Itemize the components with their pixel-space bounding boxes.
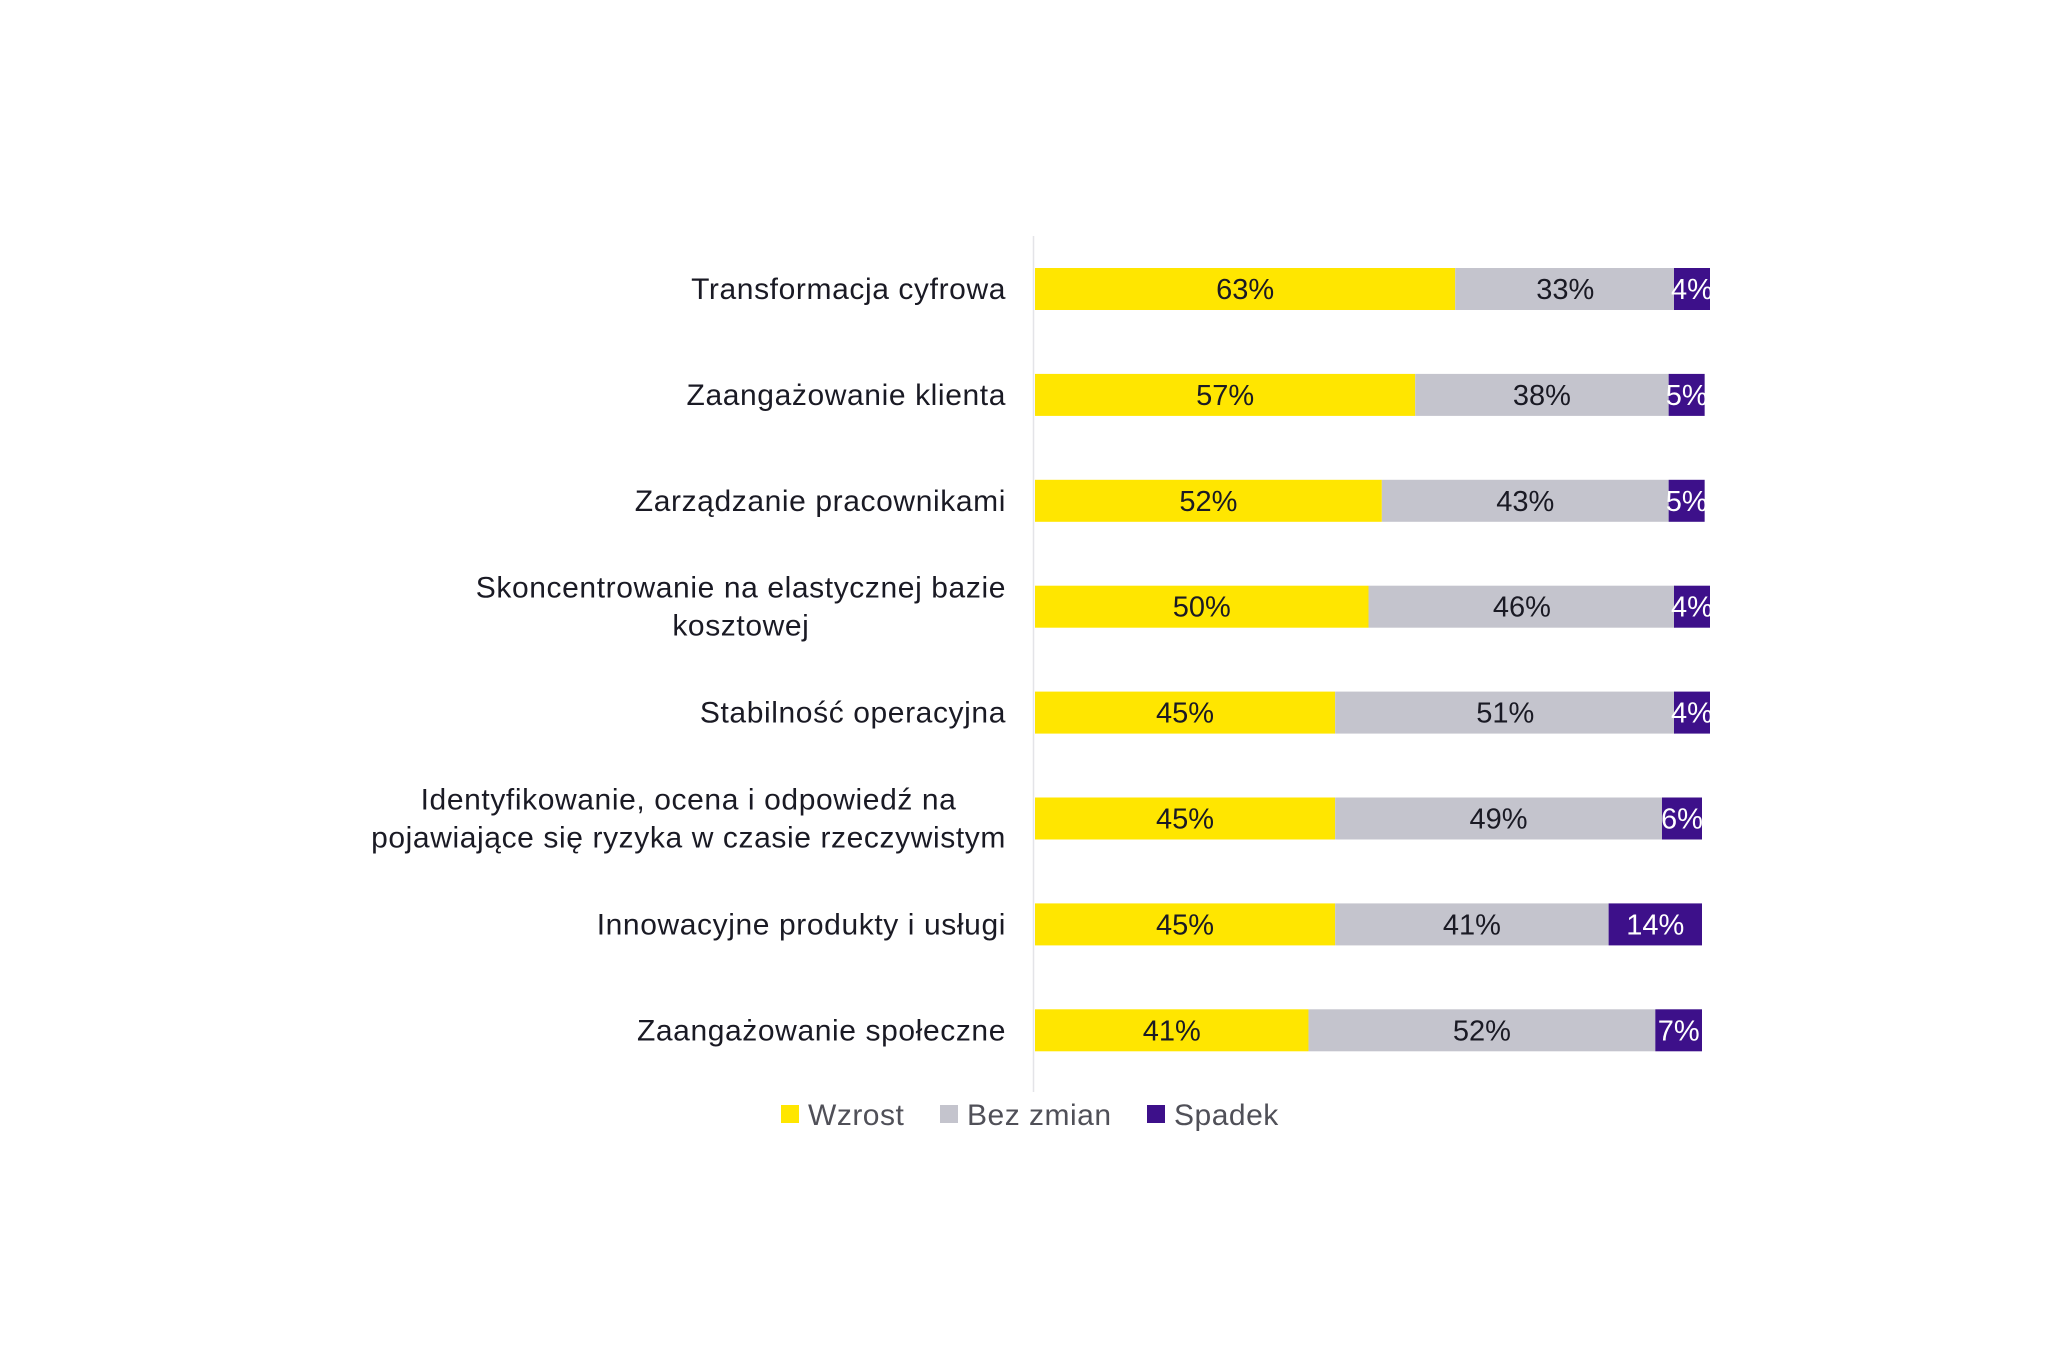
data-label: 50% bbox=[1173, 592, 1231, 624]
data-label: 52% bbox=[1179, 486, 1237, 518]
data-label: 46% bbox=[1493, 592, 1551, 624]
data-label: 45% bbox=[1156, 698, 1214, 730]
bar-segment-bez-zmian bbox=[1335, 903, 1609, 946]
data-label: 51% bbox=[1476, 698, 1534, 730]
data-label: 38% bbox=[1513, 380, 1571, 412]
category-label: Transformacja cyfrowa bbox=[691, 273, 1006, 306]
bar-segment-spadek bbox=[1674, 268, 1710, 310]
bar-segment-bez-zmian bbox=[1335, 691, 1676, 734]
data-label: 63% bbox=[1216, 274, 1274, 306]
category-label-line: kosztowej bbox=[672, 610, 809, 643]
bar-segment-wzrost bbox=[1035, 903, 1336, 946]
bar-segment-bez-zmian bbox=[1335, 797, 1662, 840]
bar-segment-spadek bbox=[1674, 585, 1710, 628]
legend-swatch bbox=[940, 1105, 958, 1123]
category-label: Skoncentrowanie na elastycznej bazie kosz… bbox=[476, 572, 1006, 643]
legend-label: Bez zmian bbox=[967, 1099, 1112, 1132]
data-label: 7% bbox=[1658, 1015, 1700, 1047]
legend-label: Spadek bbox=[1174, 1099, 1279, 1132]
legend-item: Wzrost bbox=[781, 1099, 904, 1132]
bars: 63% 33% 4% 57% 38% 5% 52% 43% 5% 50% 46% 4% 45% 51% 4%… bbox=[1035, 268, 1713, 1052]
data-label: 4% bbox=[1671, 274, 1713, 306]
data-label: 45% bbox=[1156, 909, 1214, 941]
legend-item: Bez zmian bbox=[940, 1099, 1112, 1132]
bar-segment-bez-zmian bbox=[1381, 479, 1669, 522]
legend-swatch bbox=[1147, 1105, 1165, 1123]
data-label: 41% bbox=[1143, 1015, 1201, 1047]
legend-label: Wzrost bbox=[808, 1099, 904, 1132]
category-label: Innowacyjne produkty i usługi bbox=[597, 908, 1006, 941]
category-label: Zarządzanie pracownikami bbox=[635, 485, 1006, 518]
data-label: 52% bbox=[1453, 1015, 1511, 1047]
bar-segment-wzrost bbox=[1035, 1009, 1309, 1052]
data-label: 49% bbox=[1470, 804, 1528, 836]
bar-segment-spadek bbox=[1608, 903, 1702, 946]
bar-segment-wzrost bbox=[1035, 585, 1369, 628]
bar-segment-wzrost bbox=[1035, 691, 1336, 734]
category-label-line: pojawiające się ryzyka w czasie rzeczywi… bbox=[371, 822, 1006, 855]
data-label: 5% bbox=[1666, 380, 1708, 412]
legend-item: Spadek bbox=[1147, 1099, 1279, 1132]
category-label: Zaangażowanie społeczne bbox=[637, 1014, 1006, 1047]
bar-segment-bez-zmian bbox=[1415, 373, 1669, 416]
data-label: 33% bbox=[1536, 274, 1594, 306]
category-label-line: Identyfikowanie, ocena i odpowiedź na bbox=[421, 784, 957, 817]
bar-segment-wzrost bbox=[1035, 797, 1336, 840]
data-label: 6% bbox=[1661, 804, 1703, 836]
data-label: 43% bbox=[1496, 486, 1554, 518]
bar-segment-bez-zmian bbox=[1455, 268, 1676, 310]
data-label: 57% bbox=[1196, 380, 1254, 412]
data-label: 45% bbox=[1156, 804, 1214, 836]
data-label: 14% bbox=[1626, 909, 1684, 941]
category-label-line: Zaangażowanie klienta bbox=[687, 379, 1006, 412]
bar-segment-spadek bbox=[1668, 479, 1705, 522]
bar-segment-wzrost bbox=[1035, 268, 1456, 310]
bar-segment-bez-zmian bbox=[1308, 1009, 1656, 1052]
data-label: 41% bbox=[1443, 909, 1501, 941]
bar-segment-spadek bbox=[1668, 373, 1705, 416]
category-label: Zaangażowanie klienta bbox=[687, 379, 1006, 412]
data-label: 4% bbox=[1671, 592, 1713, 624]
bar-segment-bez-zmian bbox=[1368, 585, 1676, 628]
bar-segment-spadek bbox=[1661, 797, 1702, 840]
data-label: 5% bbox=[1666, 486, 1708, 518]
category-labels: Transformacja cyfrowa Zaangażowanie klien… bbox=[371, 273, 1006, 1047]
category-label-line: Zarządzanie pracownikami bbox=[635, 485, 1006, 518]
category-label-line: Transformacja cyfrowa bbox=[691, 273, 1006, 306]
category-label-line: Stabilność operacyjna bbox=[700, 697, 1006, 730]
bar-segment-wzrost bbox=[1035, 373, 1416, 416]
category-label-line: Skoncentrowanie na elastycznej bazie bbox=[476, 572, 1006, 605]
category-label-line: Zaangażowanie społeczne bbox=[637, 1014, 1006, 1047]
category-label-line: Innowacyjne produkty i usługi bbox=[597, 908, 1006, 941]
data-label: 4% bbox=[1671, 698, 1713, 730]
category-label: Identyfikowanie, ocena i odpowiedź na poj… bbox=[371, 784, 1006, 855]
legend: Wzrost Bez zmian Spadek bbox=[781, 1099, 1279, 1132]
bar-segment-wzrost bbox=[1035, 479, 1382, 522]
category-label: Stabilność operacyjna bbox=[700, 697, 1006, 730]
legend-swatch bbox=[781, 1105, 799, 1123]
bar-segment-spadek bbox=[1674, 691, 1710, 734]
bar-segment-spadek bbox=[1655, 1009, 1702, 1052]
